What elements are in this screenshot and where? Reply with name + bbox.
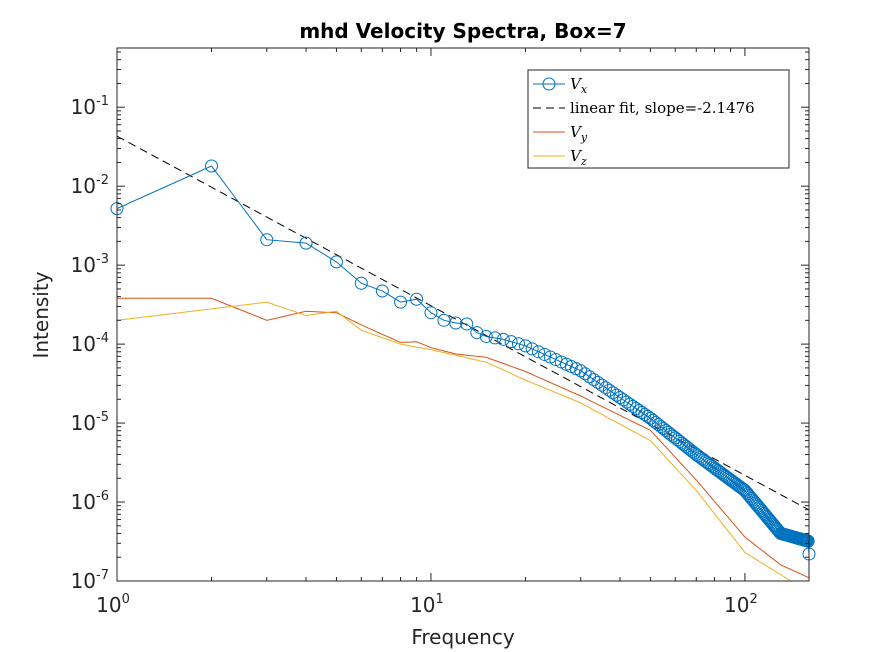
vx-data-point [504,335,518,349]
chart-title: mhd Velocity Spectra, Box=7 [299,19,626,43]
vx-data-point [460,317,474,331]
x-tick-label: 101 [410,592,444,617]
vx-data-point [610,388,624,402]
vx-data-point [410,292,424,306]
y-tick-label: 10-2 [71,173,109,198]
vx-data-point [424,306,438,320]
vx-data-point [375,284,389,298]
vx-data-point [479,329,493,343]
vx-data-point [620,395,634,409]
vx-data-point [329,255,343,269]
vx-data-point [602,383,616,397]
vx-data-point [664,427,678,441]
legend: Vx linear fit, slope=-2.1476 Vy Vz [527,69,790,169]
vx-data-point [543,350,557,364]
legend-entry: Vy [570,123,588,144]
vx-data-point [801,534,815,548]
legend-box [527,69,790,169]
fit-line [117,135,809,511]
vx-data-point [599,381,613,395]
vx-data-point [511,337,525,351]
y-tick-label: 10-3 [71,252,109,277]
vx-data-point [666,429,680,443]
vx-data-point [671,433,685,447]
vx-data-point [613,391,627,405]
vx-data-point [449,316,463,330]
series-line-Vz [117,301,794,581]
y-tick-label: 10-5 [71,410,109,435]
vx-data-point [518,339,532,353]
legend-entry: Vx [570,75,588,96]
vx-data-point [766,517,780,531]
vx-data-point [574,364,588,378]
y-tick-label: 10-1 [71,94,109,119]
y-tick-label: 10-7 [71,568,109,593]
legend-entry: linear fit, slope=-2.1476 [570,99,755,117]
x-tick-label: 102 [724,592,758,617]
axes-box [116,47,810,582]
vx-data-point [354,276,368,290]
vx-data-point [205,159,219,173]
vx-data-point [470,326,484,340]
legend-entry: Vz [570,147,587,168]
vx-data-point [260,233,274,247]
vx-data-point [707,461,721,475]
legend-marker [542,77,556,91]
vx-data-point [673,434,687,448]
vx-data-point [616,393,630,407]
vx-data-point [668,431,682,445]
vx-data-point [767,519,781,533]
vx-data-point [496,332,510,346]
x-axis-label: Frequency [411,625,514,649]
y-tick-label: 10-6 [71,489,109,514]
x-tick-label: 100 [96,592,130,617]
series-line-Vy [117,297,809,579]
y-tick-label: 10-4 [71,331,109,356]
vx-data-point [394,295,408,309]
vx-data-point [538,347,552,361]
vx-data-point [299,236,313,250]
vx-data-point [525,342,539,356]
vx-data-point [595,378,609,392]
vx-data-point [735,481,749,495]
y-axis-label: Intensity [29,271,53,358]
vx-data-point [488,331,502,345]
vx-data-point [606,386,620,400]
vx-data-point [531,345,545,359]
